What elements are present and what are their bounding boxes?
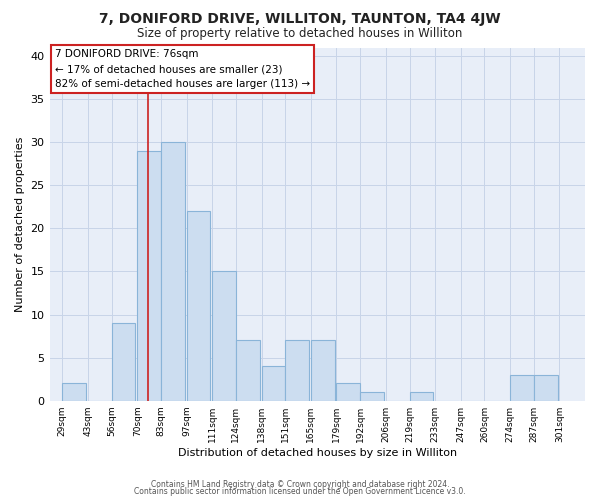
Bar [410, 392, 433, 400]
Text: Contains HM Land Registry data © Crown copyright and database right 2024.: Contains HM Land Registry data © Crown c… [151, 480, 449, 489]
Text: Contains public sector information licensed under the Open Government Licence v3: Contains public sector information licen… [134, 487, 466, 496]
Bar [137, 151, 161, 400]
Bar [62, 384, 86, 400]
Text: 7, DONIFORD DRIVE, WILLITON, TAUNTON, TA4 4JW: 7, DONIFORD DRIVE, WILLITON, TAUNTON, TA… [99, 12, 501, 26]
Bar [236, 340, 260, 400]
Text: 7 DONIFORD DRIVE: 76sqm
← 17% of detached houses are smaller (23)
82% of semi-de: 7 DONIFORD DRIVE: 76sqm ← 17% of detache… [55, 50, 310, 89]
Bar [187, 211, 211, 400]
Bar [311, 340, 335, 400]
Bar [360, 392, 384, 400]
Bar [262, 366, 285, 400]
X-axis label: Distribution of detached houses by size in Williton: Distribution of detached houses by size … [178, 448, 457, 458]
Bar [337, 384, 360, 400]
Bar [285, 340, 309, 400]
Bar [112, 323, 136, 400]
Text: Size of property relative to detached houses in Williton: Size of property relative to detached ho… [137, 28, 463, 40]
Bar [161, 142, 185, 400]
Bar [212, 272, 236, 400]
Bar [510, 375, 534, 400]
Bar [534, 375, 557, 400]
Y-axis label: Number of detached properties: Number of detached properties [15, 136, 25, 312]
